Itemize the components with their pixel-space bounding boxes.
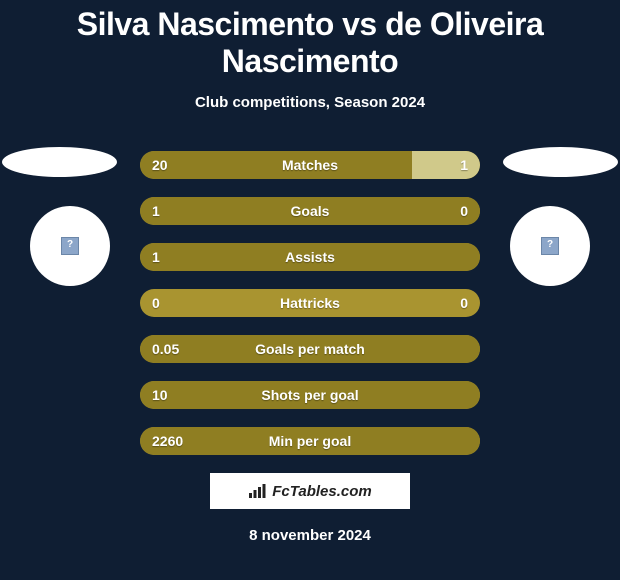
stat-row: 0Hattricks0	[140, 289, 480, 317]
stat-row: 0.05Goals per match	[140, 335, 480, 363]
stat-value-right: 0	[460, 295, 468, 311]
stat-row: 2260Min per goal	[140, 427, 480, 455]
player-left-avatar	[30, 206, 110, 286]
placeholder-icon	[541, 237, 559, 255]
comparison-chart: 20Matches11Goals01Assists0Hattricks00.05…	[0, 151, 620, 455]
player-left-flag	[2, 147, 117, 177]
stat-value-right: 0	[460, 203, 468, 219]
date-label: 8 november 2024	[0, 527, 620, 544]
player-right-avatar	[510, 206, 590, 286]
stat-row: 10Shots per goal	[140, 381, 480, 409]
stat-label: Matches	[140, 157, 480, 173]
placeholder-icon	[61, 237, 79, 255]
stat-label: Goals per match	[140, 341, 480, 357]
stat-label: Assists	[140, 249, 480, 265]
stat-rows: 20Matches11Goals01Assists0Hattricks00.05…	[140, 151, 480, 455]
watermark: FcTables.com	[210, 473, 410, 509]
player-right-flag	[503, 147, 618, 177]
stat-label: Min per goal	[140, 433, 480, 449]
stat-label: Hattricks	[140, 295, 480, 311]
stat-label: Shots per goal	[140, 387, 480, 403]
stat-row: 20Matches1	[140, 151, 480, 179]
stat-row: 1Goals0	[140, 197, 480, 225]
stat-value-right: 1	[460, 157, 468, 173]
stat-row: 1Assists	[140, 243, 480, 271]
stat-label: Goals	[140, 203, 480, 219]
chart-icon	[248, 484, 266, 498]
page-title: Silva Nascimento vs de Oliveira Nascimen…	[0, 0, 620, 80]
subtitle: Club competitions, Season 2024	[0, 94, 620, 111]
watermark-text: FcTables.com	[272, 483, 371, 500]
